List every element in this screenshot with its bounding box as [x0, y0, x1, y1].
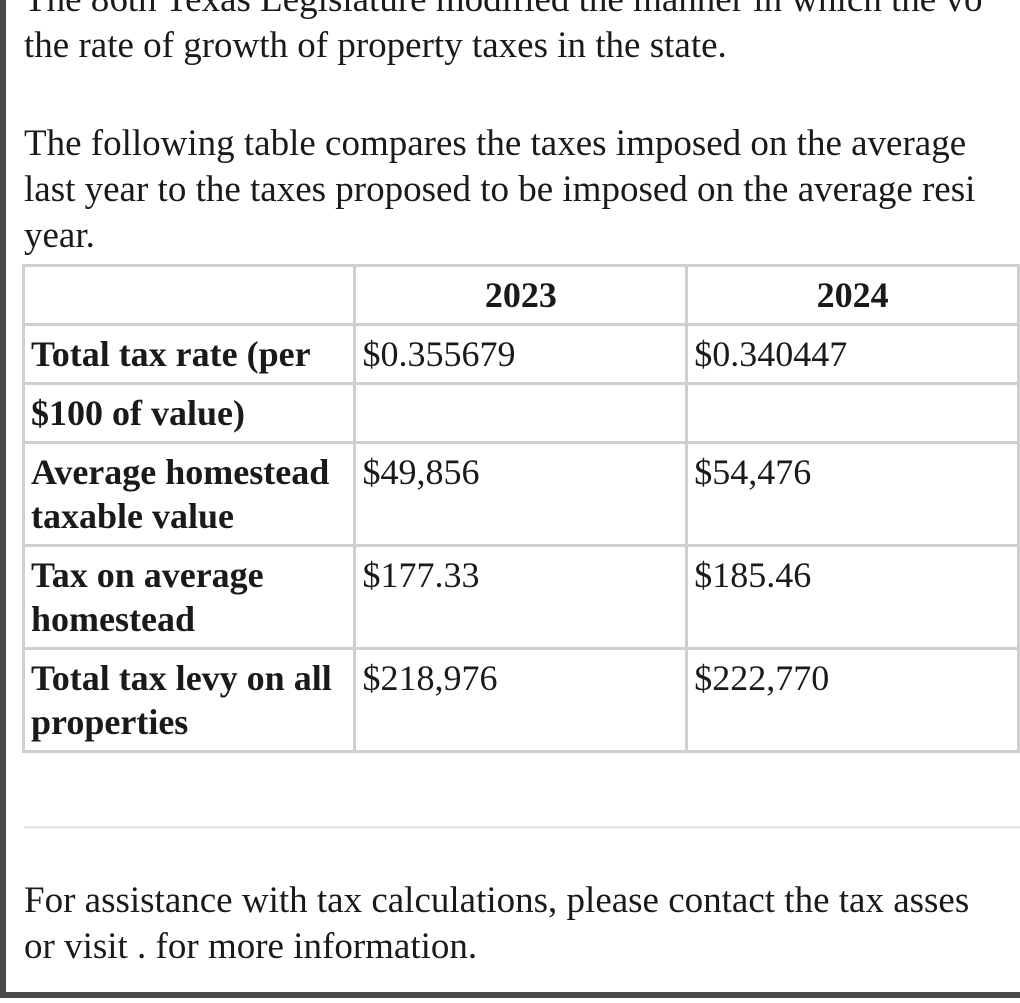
label-line-2: homestead — [31, 599, 195, 639]
comparison-line-1: The following table compares the taxes i… — [24, 123, 967, 164]
label-line-1: Total tax levy on all — [31, 658, 332, 698]
table-row: Average homestead taxable value $49,856 $… — [25, 444, 1020, 547]
label-line-2: taxable value — [31, 496, 234, 536]
horizontal-divider — [24, 826, 1020, 829]
cell-avg-value-2024: $54,476 — [688, 444, 1020, 547]
table-row: Total tax levy on all properties $218,976… — [25, 650, 1020, 750]
row-label-avg-homestead-value: Average homestead taxable value — [25, 444, 357, 547]
assistance-line-1: For assistance with tax calculations, pl… — [24, 880, 970, 921]
table-row: $100 of value) — [25, 385, 1020, 444]
row-label-tax-on-avg: Tax on average homestead — [25, 547, 357, 650]
assistance-line-2: or visit . for more information. — [24, 926, 478, 967]
row-label-tax-rate: Total tax rate (per — [25, 326, 357, 385]
cell-tax-rate-2023: $0.355679 — [356, 326, 689, 385]
table-row: Total tax rate (per $0.355679 $0.340447 — [25, 326, 1020, 385]
cell-tax-rate-2024: $0.340447 — [688, 326, 1020, 385]
label-line-2: properties — [31, 702, 189, 742]
row-label-tax-rate-cont: $100 of value) — [25, 385, 357, 444]
label-line-1: Tax on average — [31, 555, 264, 595]
cell-empty-2023 — [356, 385, 689, 444]
cell-avg-value-2023: $49,856 — [356, 444, 689, 547]
intro-line-2: the rate of growth of property taxes in … — [24, 25, 727, 66]
cell-levy-2024: $222,770 — [688, 650, 1020, 750]
cell-empty-2024 — [688, 385, 1020, 444]
header-cell-blank — [25, 267, 357, 326]
label-line-1: Average homestead — [31, 452, 330, 492]
tax-comparison-table: 2023 2024 Total tax rate (per $0.355679 … — [22, 264, 1020, 753]
cell-tax-avg-2024: $185.46 — [688, 547, 1020, 650]
cell-levy-2023: $218,976 — [356, 650, 689, 750]
comparison-paragraph: The following table compares the taxes i… — [24, 121, 975, 259]
header-cell-2023: 2023 — [356, 267, 689, 326]
intro-paragraph: The 86th Texas Legislature modified the … — [24, 0, 982, 69]
comparison-line-3: year. — [24, 215, 95, 256]
table-row: Tax on average homestead $177.33 $185.46 — [25, 547, 1020, 650]
table-header-row: 2023 2024 — [25, 267, 1020, 326]
comparison-line-2: last year to the taxes proposed to be im… — [24, 169, 976, 210]
assistance-paragraph: For assistance with tax calculations, pl… — [24, 878, 969, 970]
row-label-total-levy: Total tax levy on all properties — [25, 650, 357, 750]
cell-tax-avg-2023: $177.33 — [356, 547, 689, 650]
header-cell-2024: 2024 — [688, 267, 1020, 326]
intro-line-1: The 86th Texas Legislature modified the … — [24, 0, 982, 20]
